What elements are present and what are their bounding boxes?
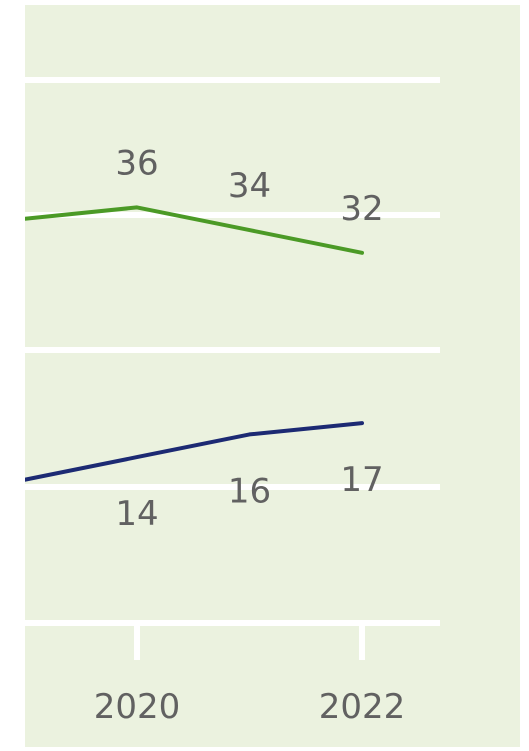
data-label: 17	[340, 460, 383, 500]
x-tick-label: 2022	[319, 687, 406, 727]
data-label: 36	[115, 143, 158, 183]
x-tick-label: 2020	[94, 687, 181, 727]
gridlines	[25, 77, 440, 626]
data-label: 34	[228, 166, 271, 206]
series-line-1	[25, 205, 364, 255]
data-label: 32	[340, 189, 383, 229]
series-group	[25, 205, 364, 482]
x-axis: 2020 2022	[94, 623, 406, 727]
data-label: 14	[115, 494, 158, 534]
data-labels: 36 34 32 14 16 17	[115, 143, 383, 534]
series-line-2	[25, 421, 364, 482]
data-label: 16	[228, 471, 271, 511]
